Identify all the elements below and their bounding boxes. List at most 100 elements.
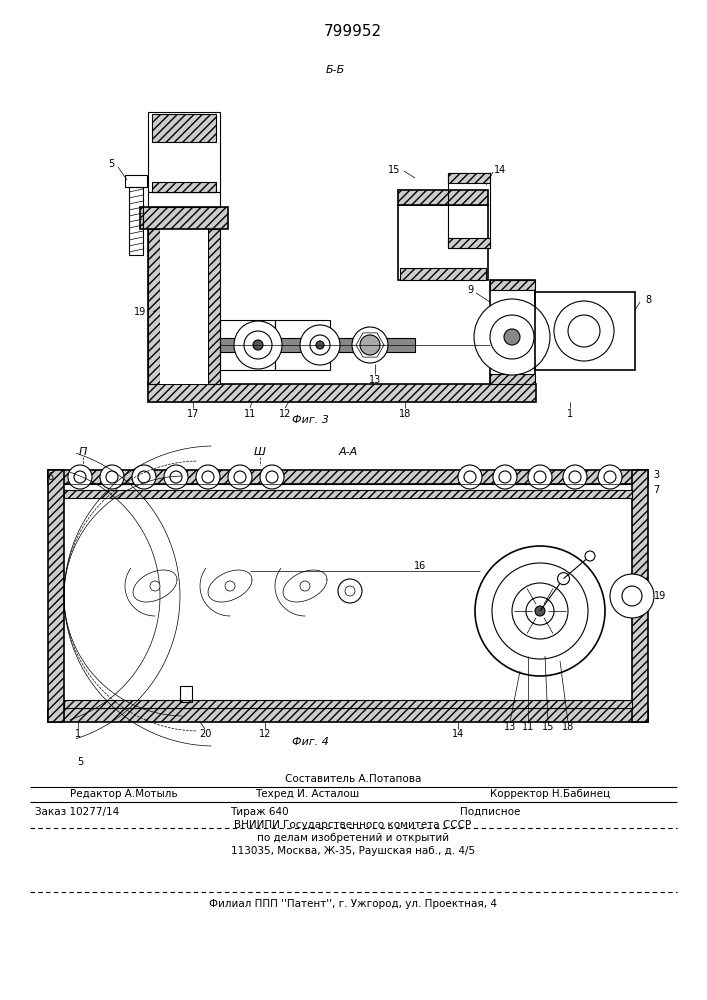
Circle shape bbox=[164, 465, 188, 489]
Circle shape bbox=[558, 573, 570, 585]
Circle shape bbox=[569, 471, 581, 483]
Text: А-А: А-А bbox=[339, 447, 358, 457]
Circle shape bbox=[528, 465, 552, 489]
Bar bbox=[148, 192, 220, 207]
Circle shape bbox=[74, 471, 86, 483]
Text: 3: 3 bbox=[653, 470, 659, 480]
Text: Тираж 640: Тираж 640 bbox=[230, 807, 288, 817]
Text: 16: 16 bbox=[414, 561, 426, 571]
Circle shape bbox=[260, 465, 284, 489]
Text: ВНИИПИ Государственного комитета СССР: ВНИИПИ Государственного комитета СССР bbox=[235, 820, 472, 830]
Text: 11: 11 bbox=[522, 722, 534, 732]
Circle shape bbox=[604, 471, 616, 483]
Circle shape bbox=[196, 465, 220, 489]
Circle shape bbox=[526, 597, 554, 625]
Text: Техред И. Асталош: Техред И. Асталош bbox=[255, 789, 359, 799]
Circle shape bbox=[170, 471, 182, 483]
Text: 17: 17 bbox=[187, 409, 199, 419]
Circle shape bbox=[228, 465, 252, 489]
Bar bbox=[275, 320, 330, 370]
Bar bbox=[490, 280, 535, 290]
Bar bbox=[148, 112, 220, 192]
Circle shape bbox=[234, 321, 282, 369]
Circle shape bbox=[345, 586, 355, 596]
Text: Филиал ППП ''Патент'', г. Ужгород, ул. Проектная, 4: Филиал ППП ''Патент'', г. Ужгород, ул. П… bbox=[209, 899, 497, 909]
Bar bbox=[152, 114, 216, 142]
Bar bbox=[448, 238, 490, 248]
Text: Фиг. 3: Фиг. 3 bbox=[291, 415, 329, 425]
Circle shape bbox=[534, 471, 546, 483]
Circle shape bbox=[492, 563, 588, 659]
Bar bbox=[400, 268, 486, 280]
Text: 8: 8 bbox=[645, 295, 651, 305]
Text: Составитель А.Потапова: Составитель А.Потапова bbox=[285, 774, 421, 784]
Text: 5: 5 bbox=[108, 159, 114, 169]
Text: 6: 6 bbox=[47, 472, 53, 482]
Text: 9: 9 bbox=[467, 285, 473, 295]
Text: 15: 15 bbox=[387, 165, 400, 175]
Circle shape bbox=[132, 465, 156, 489]
Text: Фиг. 4: Фиг. 4 bbox=[291, 737, 329, 747]
Bar bbox=[535, 292, 635, 370]
Circle shape bbox=[475, 546, 605, 676]
Circle shape bbox=[244, 331, 272, 359]
Circle shape bbox=[225, 581, 235, 591]
Circle shape bbox=[300, 581, 310, 591]
Bar bbox=[490, 280, 535, 384]
Bar bbox=[48, 470, 64, 722]
Text: 14: 14 bbox=[494, 165, 506, 175]
Circle shape bbox=[512, 583, 568, 639]
Circle shape bbox=[338, 579, 362, 603]
Circle shape bbox=[202, 471, 214, 483]
Circle shape bbox=[610, 574, 654, 618]
Circle shape bbox=[360, 335, 380, 355]
Text: 19: 19 bbox=[654, 591, 666, 601]
Text: 18: 18 bbox=[562, 722, 574, 732]
Bar bbox=[64, 490, 632, 498]
Text: Заказ 10277/14: Заказ 10277/14 bbox=[35, 807, 119, 817]
Text: 5: 5 bbox=[77, 757, 83, 767]
Circle shape bbox=[266, 471, 278, 483]
Circle shape bbox=[106, 471, 118, 483]
Text: 14: 14 bbox=[452, 729, 464, 739]
Text: Ш: Ш bbox=[254, 447, 266, 457]
Text: 1: 1 bbox=[567, 409, 573, 419]
Bar bbox=[48, 708, 648, 722]
Text: 113035, Москва, Ж-35, Раушская наб., д. 4/5: 113035, Москва, Ж-35, Раушская наб., д. … bbox=[231, 846, 475, 856]
Bar bbox=[490, 374, 535, 384]
Circle shape bbox=[464, 471, 476, 483]
Circle shape bbox=[499, 471, 511, 483]
Text: 15: 15 bbox=[542, 722, 554, 732]
Circle shape bbox=[474, 299, 550, 375]
Bar bbox=[125, 175, 147, 187]
Circle shape bbox=[622, 586, 642, 606]
Circle shape bbox=[68, 465, 92, 489]
Text: Корректор Н.Бабинец: Корректор Н.Бабинец bbox=[490, 789, 610, 799]
Bar bbox=[180, 686, 192, 702]
Circle shape bbox=[316, 341, 324, 349]
Circle shape bbox=[554, 301, 614, 361]
Text: Редактор А.Мотыль: Редактор А.Мотыль bbox=[70, 789, 177, 799]
Text: 19: 19 bbox=[134, 307, 146, 317]
Text: 12: 12 bbox=[259, 729, 271, 739]
Text: Подписное: Подписное bbox=[460, 807, 520, 817]
Bar bbox=[398, 190, 488, 205]
Bar bbox=[140, 207, 228, 229]
Text: 7: 7 bbox=[653, 485, 659, 495]
Circle shape bbox=[458, 465, 482, 489]
Text: 799952: 799952 bbox=[324, 24, 382, 39]
Circle shape bbox=[100, 465, 124, 489]
Bar bbox=[148, 229, 220, 384]
Circle shape bbox=[504, 329, 520, 345]
Bar bbox=[220, 338, 415, 352]
Bar bbox=[208, 229, 220, 384]
Circle shape bbox=[563, 465, 587, 489]
Text: 13: 13 bbox=[504, 722, 516, 732]
Circle shape bbox=[253, 340, 263, 350]
Bar bbox=[64, 700, 632, 708]
Circle shape bbox=[585, 551, 595, 561]
Bar bbox=[48, 470, 648, 484]
Circle shape bbox=[598, 465, 622, 489]
Circle shape bbox=[490, 315, 534, 359]
Text: П: П bbox=[78, 447, 87, 457]
